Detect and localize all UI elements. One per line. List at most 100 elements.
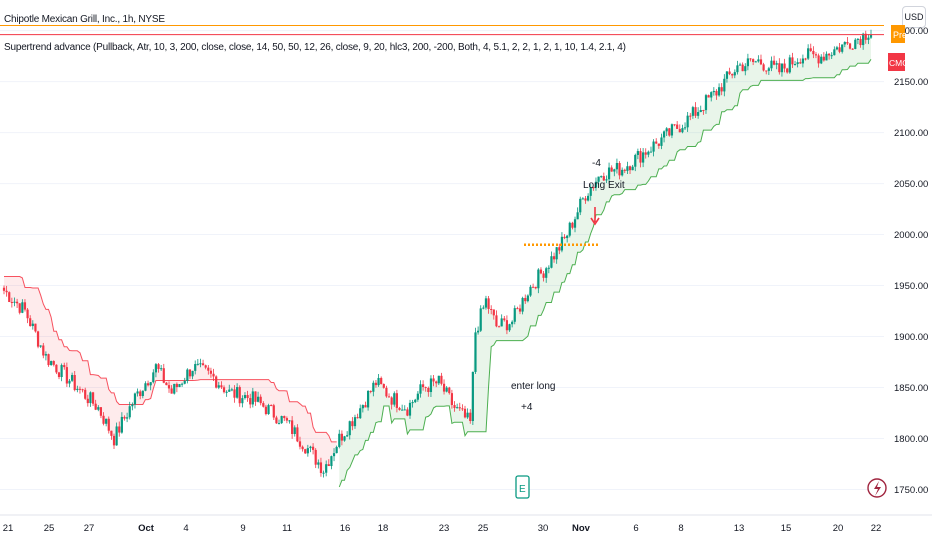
candle — [668, 127, 671, 137]
candle — [720, 83, 723, 96]
candle — [717, 83, 721, 97]
candle — [259, 394, 262, 406]
candle — [346, 431, 349, 438]
candle — [757, 55, 760, 63]
candle — [133, 392, 137, 409]
candle — [432, 375, 435, 387]
candle — [817, 53, 820, 68]
supertrend-resistance-line — [4, 276, 337, 443]
y-tick-label: 1800.00 — [894, 434, 928, 445]
candle — [453, 401, 456, 412]
candle — [15, 298, 19, 308]
candle — [209, 367, 213, 378]
candle — [277, 419, 281, 425]
long-exit-label: Long Exit — [583, 180, 625, 191]
candle — [406, 407, 409, 417]
candle — [550, 251, 553, 269]
candle — [414, 398, 417, 404]
candle — [364, 401, 367, 408]
candle — [440, 372, 443, 386]
earnings-icon-bg[interactable] — [515, 475, 530, 499]
indicator-label[interactable]: Supertrend advance (Pullback, Atr, 10, 3… — [4, 42, 626, 53]
candle — [778, 58, 781, 75]
candle — [513, 305, 516, 325]
candle — [91, 391, 95, 407]
candle — [301, 445, 304, 452]
candle — [851, 48, 854, 50]
candle — [55, 364, 58, 375]
candle — [615, 158, 619, 174]
candle — [65, 362, 68, 387]
candle — [175, 382, 178, 393]
candle — [115, 422, 118, 446]
candle — [448, 386, 451, 395]
y-tick-label: 2000.00 — [894, 230, 928, 241]
candle — [280, 415, 283, 424]
candle — [126, 412, 129, 423]
candle — [78, 386, 82, 394]
candle — [275, 415, 278, 424]
candle — [835, 45, 839, 51]
candle — [552, 252, 556, 263]
candle — [532, 283, 535, 288]
candle — [833, 46, 836, 56]
candle — [264, 404, 268, 416]
candle — [704, 93, 708, 114]
y-tick-label: 2150.00 — [894, 77, 928, 88]
candle — [398, 406, 401, 411]
candle — [715, 89, 718, 100]
candle — [752, 58, 755, 66]
candle — [765, 70, 768, 75]
candle — [160, 364, 163, 372]
candle — [18, 303, 21, 315]
candle — [697, 107, 700, 119]
candle — [707, 94, 710, 98]
chart-title: Chipotle Mexican Grill, Inc., 1h, NYSE — [4, 14, 165, 25]
candle — [157, 362, 160, 373]
earnings-icon[interactable]: E — [519, 484, 526, 495]
x-tick-label: Nov — [572, 523, 591, 534]
candle — [503, 315, 506, 322]
candle — [636, 148, 639, 160]
candle — [366, 389, 370, 411]
candle — [181, 382, 184, 387]
candle — [86, 394, 89, 407]
candle — [311, 443, 315, 455]
candle — [476, 326, 480, 335]
grid-lines — [0, 30, 884, 491]
candle — [731, 73, 734, 79]
candle — [238, 385, 241, 407]
candle — [597, 176, 600, 185]
candle — [618, 161, 621, 180]
candle — [401, 404, 404, 411]
candle — [827, 52, 831, 60]
candle — [99, 407, 103, 419]
candle — [123, 415, 126, 421]
candle — [594, 177, 598, 191]
candle — [518, 304, 522, 315]
long-exit-arrow — [590, 207, 600, 226]
candle — [212, 368, 215, 381]
candle — [686, 111, 689, 132]
candle — [678, 124, 681, 133]
candle — [233, 385, 236, 403]
candle — [539, 267, 543, 275]
candle — [822, 52, 825, 62]
candle — [458, 402, 461, 411]
currency-button[interactable]: USD — [902, 6, 926, 28]
candle — [621, 167, 624, 177]
y-tick-label: 2100.00 — [894, 128, 928, 139]
candle — [581, 197, 584, 200]
candle — [291, 416, 294, 439]
candle — [626, 161, 629, 174]
candle — [128, 401, 131, 420]
candle — [188, 369, 192, 379]
candle — [733, 69, 736, 79]
candle — [767, 66, 770, 75]
candle — [10, 297, 13, 308]
candle — [272, 403, 275, 420]
y-tick-label: 2050.00 — [894, 179, 928, 190]
candle — [466, 408, 469, 419]
candle — [102, 412, 105, 426]
